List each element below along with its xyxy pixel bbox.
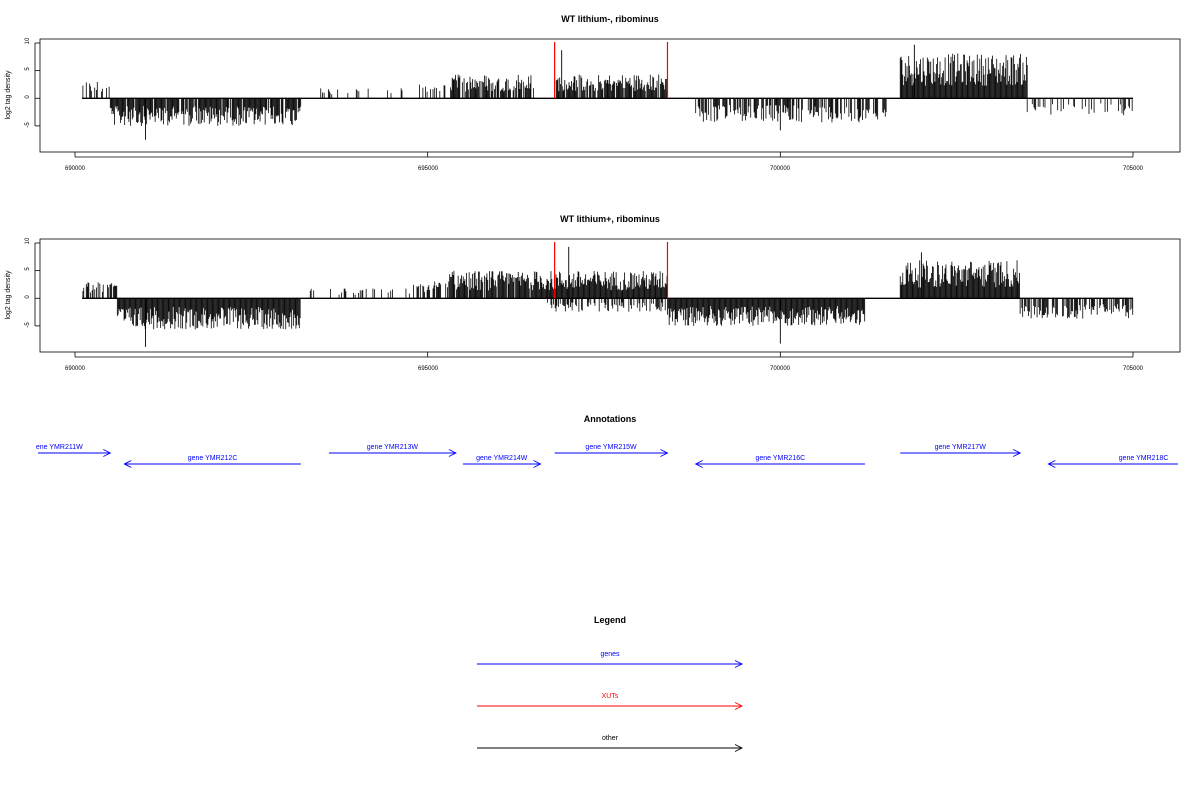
annotation-right-clip: [1178, 430, 1200, 470]
gene-label: gene YMR218C: [1119, 455, 1169, 462]
panel-1-xtick-label: 700000: [770, 166, 791, 172]
annotations-title: Annotations: [584, 414, 637, 424]
panel-1-ytick-label: -5: [25, 122, 31, 128]
panel-1-ytick-label: 5: [25, 67, 31, 71]
gene-label: gene YMR216C: [755, 455, 805, 462]
panel-2-ytick-labels: -5 0 5 10: [25, 237, 31, 328]
annotation-left-clip: [0, 430, 36, 470]
gene-annotation[interactable]: gene YMR218C: [1047, 455, 1180, 468]
density-bars: [82, 246, 1134, 347]
legend-arrow-head: [734, 702, 744, 710]
legend: Legend genes XUTs other: [477, 615, 744, 752]
panel-wt-lithium-plus: WT lithium+, ribominus log2 tag density …: [5, 214, 1181, 372]
panel-1-ytick-label: 0: [25, 95, 31, 99]
panel-2-xtick-label: 705000: [1123, 366, 1144, 372]
panel-2-ytick-label: 0: [25, 295, 31, 299]
legend-item: genes: [477, 651, 744, 668]
legend-title: Legend: [594, 615, 626, 625]
panel-2-ytick-label: 10: [25, 237, 31, 244]
annotations-track: Annotations gene YMR211W gene YMR212C gene…: [0, 414, 1200, 470]
panel-2-xtick-labels: 690000 695000 700000 705000: [65, 366, 1144, 372]
gene-label: gene YMR215W: [585, 444, 637, 451]
legend-arrow-head: [734, 660, 744, 668]
legend-item-label: genes: [600, 651, 620, 658]
gene-arrow-head: [103, 449, 112, 457]
legend-item: other: [477, 735, 744, 752]
gene-label: gene YMR213W: [367, 444, 419, 451]
gene-arrow-head: [448, 449, 457, 457]
panel-1-xtick-label: 705000: [1123, 166, 1144, 172]
legend-item-label: XUTs: [602, 693, 619, 700]
gene-label: gene YMR211W: [32, 444, 83, 451]
panel-2-ylabel: log2 tag density: [5, 270, 12, 320]
gene-arrow-head: [533, 460, 542, 468]
gene-label: gene YMR217W: [935, 444, 987, 451]
panel-2-xtick-label: 695000: [418, 366, 439, 372]
panel-1-title: WT lithium-, ribominus: [561, 14, 659, 24]
plot-frame: [39, 238, 1181, 353]
gene-arrow-head: [123, 460, 132, 468]
gene-label: gene YMR214W: [476, 455, 528, 462]
panel-1-ytick-label: 10: [25, 37, 31, 44]
gene-arrow-head: [694, 460, 703, 468]
density-bars: [82, 44, 1133, 140]
panel-1-ylabel: log2 tag density: [5, 70, 12, 120]
gene-annotation[interactable]: gene YMR214W: [462, 455, 542, 468]
panel-2-ytick-label: 5: [25, 267, 31, 271]
gene-annotation[interactable]: gene YMR211W: [32, 444, 112, 457]
legend-item: XUTs: [477, 693, 744, 710]
panel-2-title: WT lithium+, ribominus: [560, 214, 660, 224]
plot-frame: [39, 38, 1181, 153]
gene-annotation[interactable]: gene YMR215W: [554, 444, 669, 457]
panel-2-xtick-label: 700000: [770, 366, 791, 372]
gene-arrow-head: [1047, 460, 1056, 468]
gene-annotation[interactable]: gene YMR212C: [123, 455, 301, 468]
gene-label: gene YMR212C: [188, 455, 238, 462]
panel-1-xtick-labels: 690000 695000 700000 705000: [65, 166, 1144, 172]
panel-2-xtick-label: 690000: [65, 366, 86, 372]
legend-item-label: other: [602, 735, 619, 742]
legend-arrow-head: [734, 744, 744, 752]
gene-annotation[interactable]: gene YMR213W: [328, 444, 457, 457]
gene-arrow-head: [1012, 449, 1022, 457]
gene-annotation[interactable]: gene YMR217W: [900, 444, 1022, 457]
gene-arrow-head: [660, 449, 669, 457]
panel-1-ytick-labels: -5 0 5 10: [25, 37, 31, 128]
panel-2-ytick-label: -5: [25, 322, 31, 328]
panel-1-xtick-label: 690000: [65, 166, 86, 172]
panel-1-xtick-label: 695000: [418, 166, 439, 172]
gene-annotation[interactable]: gene YMR216C: [694, 455, 865, 468]
panel-wt-lithium-minus: WT lithium-, ribominus log2 tag density …: [5, 14, 1181, 172]
